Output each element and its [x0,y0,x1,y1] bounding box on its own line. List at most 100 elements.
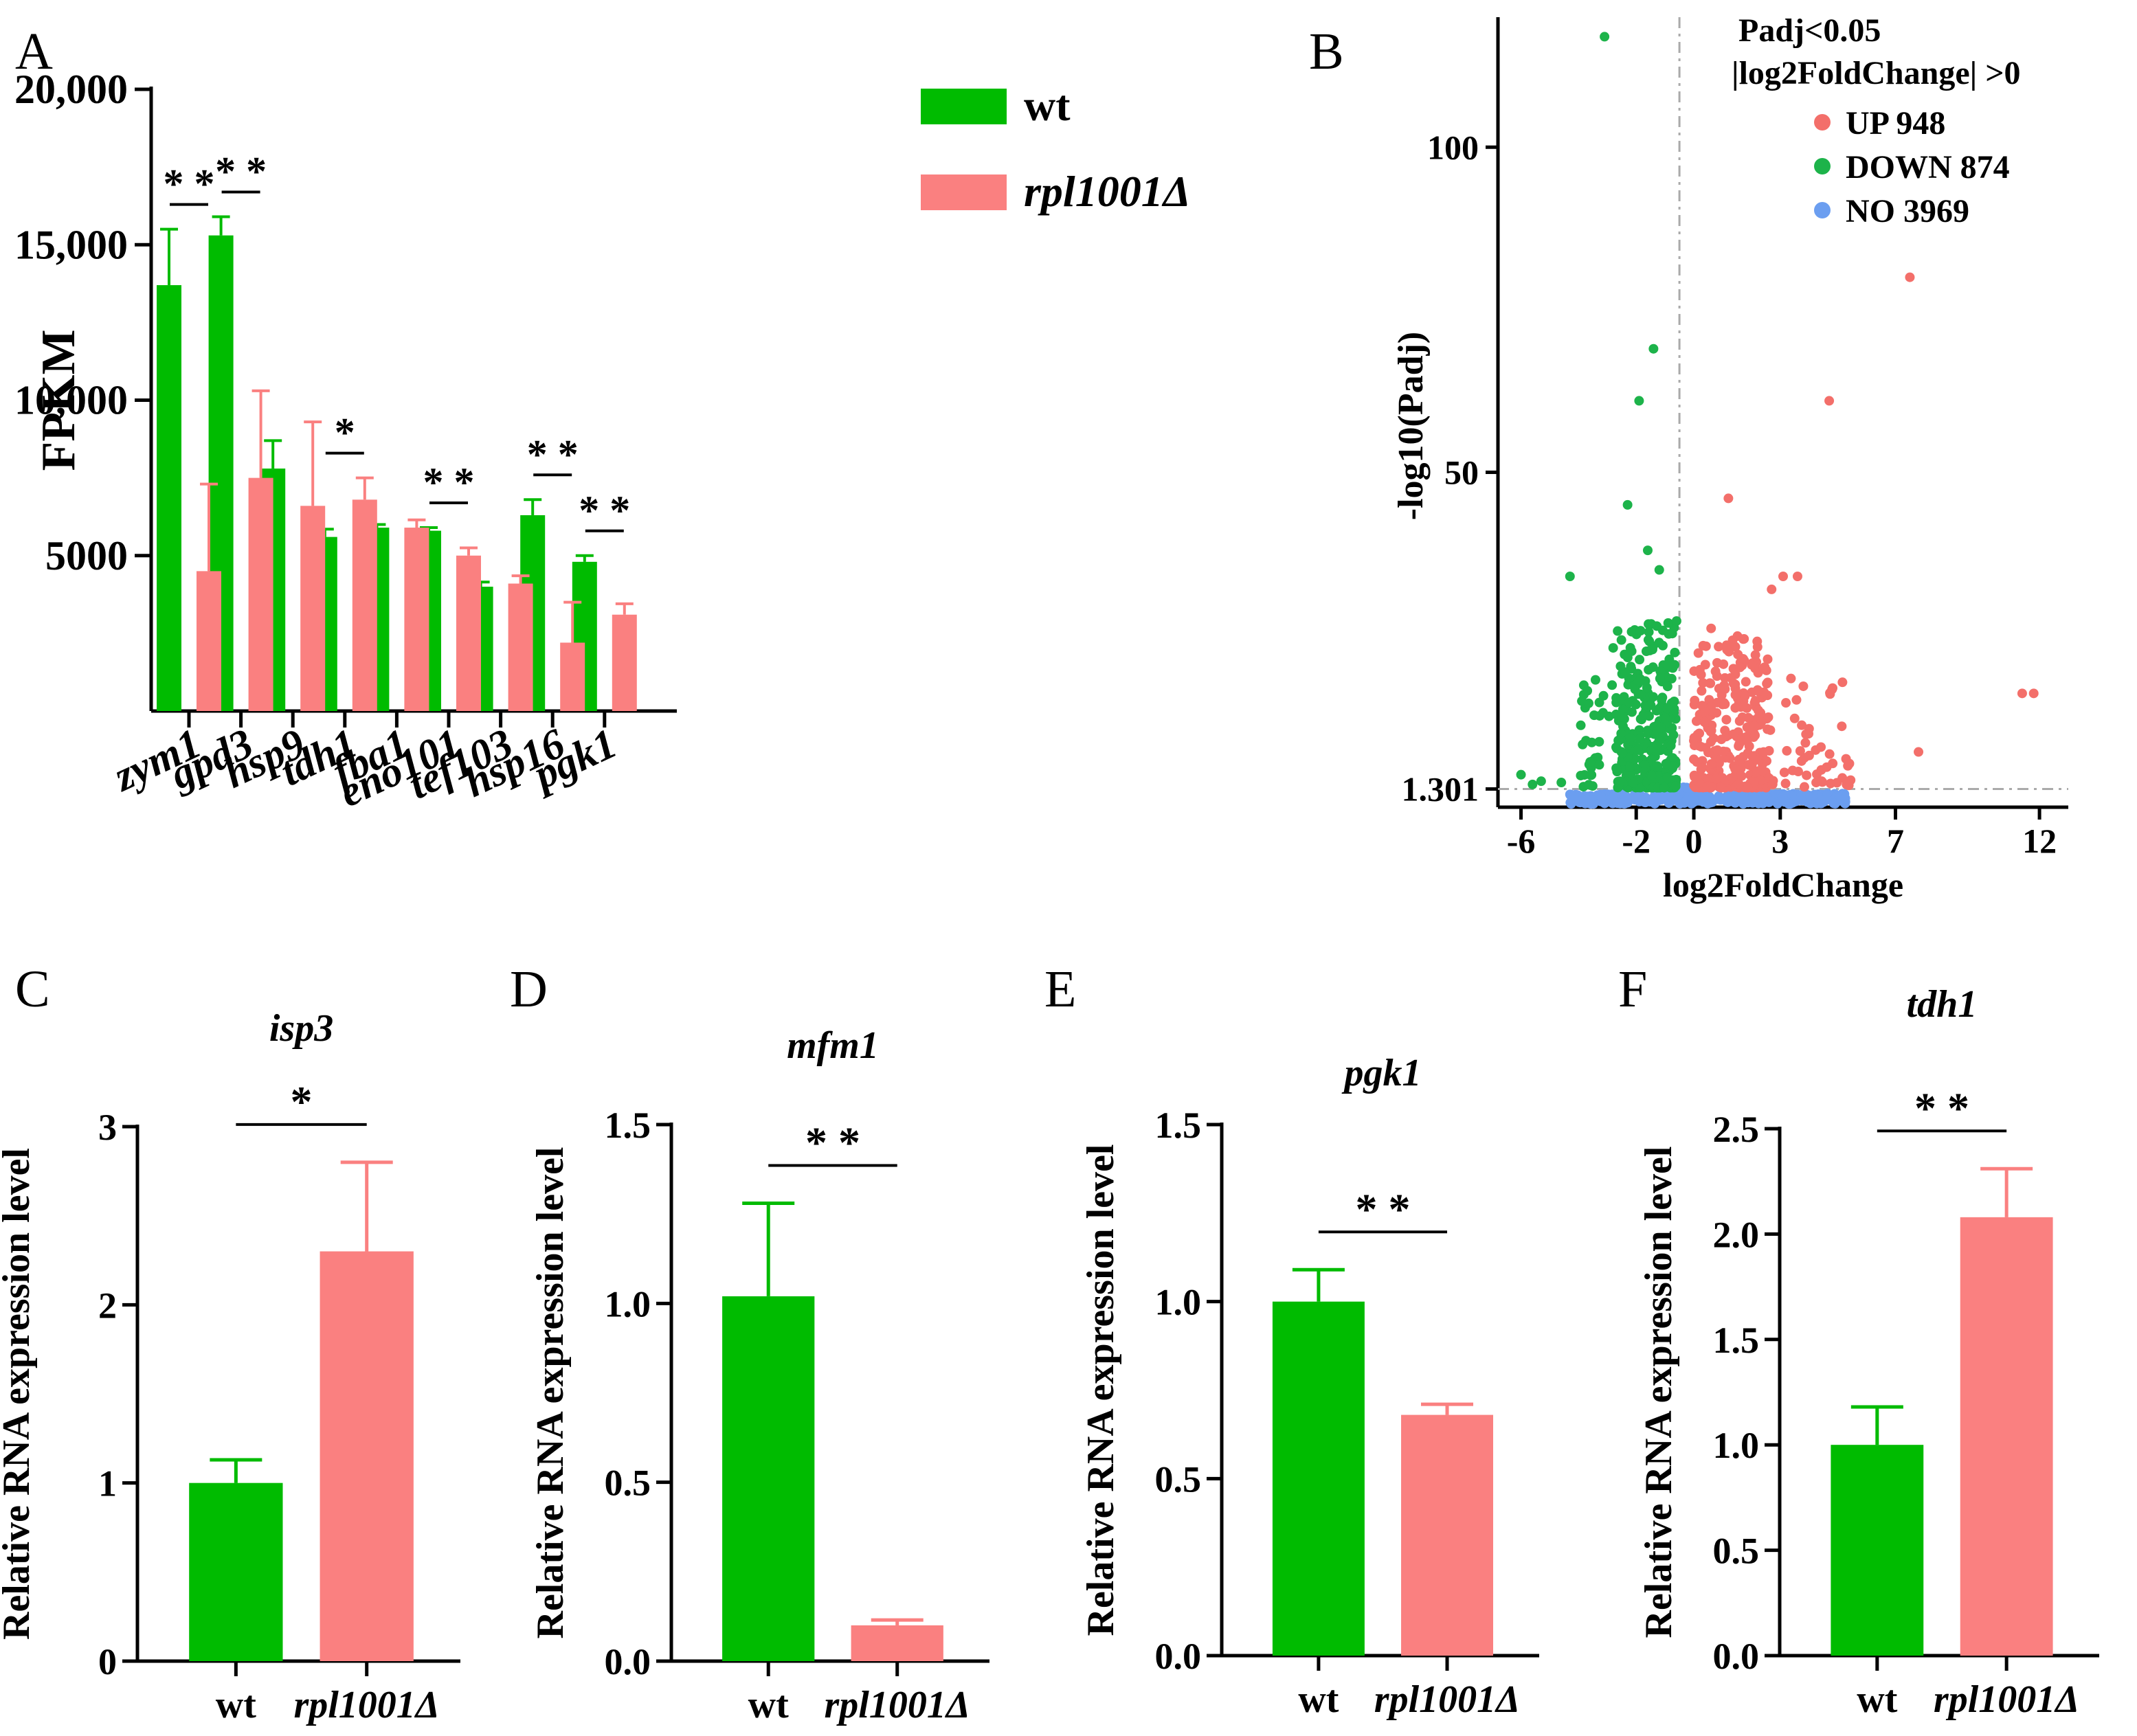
point-no [1644,795,1655,805]
point-up [1705,678,1716,688]
point-up [1824,396,1835,406]
x-tick-label: wt [748,1684,789,1726]
y-tick-label: 20,000 [14,67,128,112]
point-no [1778,792,1788,802]
point-up [1801,729,1811,739]
point-up [1842,779,1852,789]
point-up [1844,758,1855,769]
point-up [1812,769,1822,780]
bar-mutant [1401,1414,1494,1656]
point-down [1607,680,1618,690]
point-down [1585,757,1596,767]
panel-e-bar-chart: 0.0 0.5 1.0 1.5 wt rpl1001Δ * * pgk1 Relative RN… [1079,1052,1539,1721]
bar-wt [722,1296,815,1661]
point-down [1594,760,1604,770]
point-down [1583,698,1593,708]
legend-label: wt [1024,81,1071,130]
point-up [1750,755,1760,765]
point-up [1798,681,1809,691]
point-down [1590,675,1600,685]
point-no [1596,792,1607,802]
significance-mark: * [291,1077,313,1126]
chart-title: mfm1 [787,1024,879,1067]
point-down [1659,782,1670,793]
point-up [1711,774,1721,784]
point-down [1622,499,1633,510]
point-up [1795,746,1805,756]
point-up [1750,730,1760,741]
point-no [1822,789,1833,799]
x-tick-label: rpl1001Δ [293,1684,439,1726]
point-up [1730,703,1741,713]
point-down [1652,761,1662,771]
point-up [1753,705,1763,715]
point-up [1764,745,1774,756]
point-down [1593,752,1603,763]
point-up [1837,677,1848,688]
point-down [1598,708,1609,718]
point-down [1608,643,1618,653]
point-up [1778,571,1788,581]
point-up [1791,695,1802,705]
point-up [1752,685,1763,695]
point-up [1822,762,1832,772]
point-down [1655,666,1666,676]
point-up [1730,690,1741,700]
point-down [1652,621,1662,631]
legend-swatch [921,174,1007,210]
bar-mutant [560,642,585,711]
y-tick-label: 2.5 [1713,1109,1760,1150]
point-up [1735,662,1745,673]
bar-wt [157,285,181,711]
point-up [1757,766,1767,776]
point-no [1631,793,1642,804]
point-up [1700,707,1710,717]
point-no [1612,797,1622,807]
point-up [1767,779,1778,789]
x-tick-label: wt [1857,1678,1897,1721]
point-up [1782,745,1792,756]
panel-label-f: F [1618,960,1647,1018]
bar-mutant [248,477,273,711]
bar-mutant [851,1625,943,1661]
point-down [1565,571,1575,581]
point-down [1654,736,1664,746]
bar-mutant [197,571,221,711]
y-axis-title: FPKM [32,329,85,471]
point-down [1611,763,1622,774]
y-tick-label: 0.5 [605,1463,651,1504]
point-down [1576,770,1586,780]
point-up [1762,756,1772,766]
x-tick-label: rpl1001Δ [824,1684,970,1726]
bar-mutant [404,528,429,711]
point-up [1734,739,1745,749]
point-up [1817,776,1827,787]
point-up [1690,695,1700,706]
point-down [1666,741,1676,751]
point-up [1697,686,1707,696]
x-tick-label: 3 [1771,822,1789,860]
panel-c-bar-chart: 0 1 2 3 wt rpl1001Δ * isp3 Relative RNA expressi… [0,1007,460,1726]
point-down [1615,661,1626,671]
point-up [1744,760,1754,770]
point-down [1660,713,1670,723]
panel-b-volcano-plot: -6 -2 0 3 7 12 1.301 50 100 log2FoldChange -log10(… [1391,12,2068,904]
point-up [1914,747,1924,757]
point-down [1635,734,1645,744]
point-up [1750,650,1760,660]
point-down [1643,729,1653,739]
point-up [1763,677,1773,688]
x-tick-label: rpl1001Δ [1934,1678,2079,1721]
point-up [1728,678,1738,688]
significance-mark: * [335,410,355,455]
point-down [1662,681,1672,692]
point-down [1613,626,1623,636]
point-up [1742,736,1752,746]
y-tick-label: 50 [1444,453,1479,492]
point-up [1723,493,1734,504]
point-up [1786,673,1796,684]
point-no [1840,793,1850,804]
point-up [1763,654,1773,664]
point-down [1635,782,1646,793]
point-up [1690,771,1700,782]
